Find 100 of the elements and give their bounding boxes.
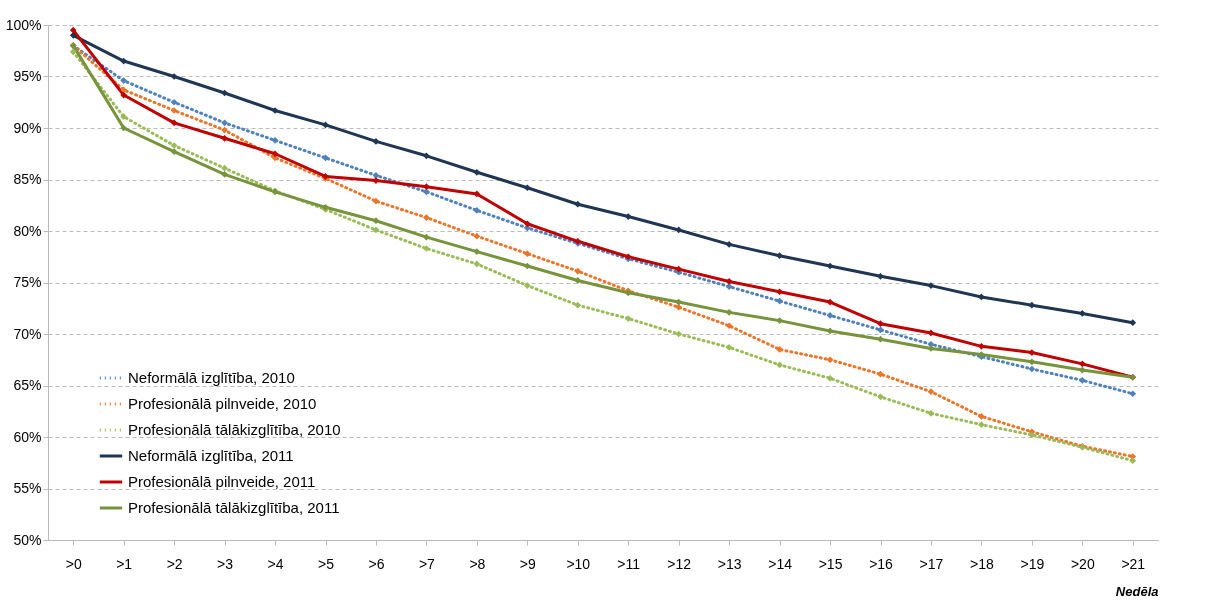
legend-label: Profesionālā pilnveide, 2010: [128, 395, 317, 412]
x-tick-label: >2: [166, 555, 183, 572]
point: [624, 315, 632, 322]
y-tick-label: 70%: [13, 325, 42, 342]
point: [170, 148, 178, 156]
x-tick-label: >12: [667, 555, 692, 572]
point: [120, 113, 128, 121]
legend-label: Profesionālā pilnveide, 2011: [128, 473, 316, 490]
legend-label: Profesionālā tālākizglītība, 2011: [128, 499, 340, 516]
point: [473, 248, 481, 255]
point: [271, 137, 279, 144]
point: [523, 250, 531, 258]
x-tick-label: >6: [368, 555, 385, 572]
point: [372, 217, 380, 225]
x-axis-title: Nedēla: [1115, 583, 1159, 599]
point: [826, 327, 834, 335]
point: [776, 252, 783, 260]
point: [372, 197, 380, 205]
point: [574, 301, 582, 309]
point: [927, 329, 935, 337]
point: [1129, 319, 1137, 327]
point: [372, 138, 380, 145]
point: [1078, 377, 1086, 384]
point: [423, 214, 430, 221]
point: [826, 298, 834, 306]
point: [423, 188, 430, 196]
y-tick-label: 90%: [13, 119, 42, 136]
point: [725, 241, 733, 248]
point: [473, 232, 481, 240]
point: [423, 233, 430, 241]
x-tick-label: >3: [217, 555, 234, 572]
point: [675, 303, 683, 311]
point: [574, 200, 582, 208]
point: [1129, 390, 1137, 398]
y-tick-label: 80%: [13, 222, 42, 239]
point: [675, 226, 683, 234]
point: [877, 393, 884, 401]
point: [725, 322, 733, 330]
y-tick-label: 50%: [13, 531, 42, 548]
point: [675, 330, 683, 338]
point: [372, 226, 380, 234]
point: [776, 361, 783, 369]
point: [523, 184, 531, 192]
point: [877, 370, 884, 378]
point: [725, 344, 733, 351]
x-tick-label: >17: [919, 555, 944, 572]
y-tick-label: 65%: [13, 377, 42, 393]
point: [978, 343, 985, 350]
x-tick-label: >10: [566, 555, 591, 572]
x-tick-label: >9: [519, 555, 537, 572]
legend-label: Neformālā izglītība, 2010: [128, 369, 295, 386]
x-tick-label: >5: [318, 555, 335, 572]
point: [170, 107, 178, 114]
point: [776, 288, 783, 296]
x-tick-label: >11: [617, 555, 641, 572]
point: [927, 409, 935, 417]
x-tick-label: >13: [717, 555, 742, 572]
point: [372, 172, 380, 179]
x-tick-label: >4: [267, 555, 284, 572]
x-tick-label: >14: [768, 555, 793, 572]
point: [1078, 360, 1086, 368]
point: [978, 413, 985, 420]
x-tick-label: >7: [418, 555, 436, 572]
point: [221, 134, 228, 142]
point: [1028, 358, 1036, 366]
point: [725, 278, 733, 285]
point: [473, 207, 481, 214]
point: [877, 320, 884, 328]
legend-label: Profesionālā tālākizglītība, 2010: [128, 421, 341, 438]
point: [826, 374, 834, 382]
point: [423, 245, 430, 252]
x-tick-label: >15: [818, 555, 843, 572]
point: [473, 168, 481, 176]
point: [271, 150, 279, 158]
point: [1078, 310, 1086, 317]
y-tick-label: 60%: [13, 428, 42, 445]
x-tick-label: >8: [469, 555, 486, 572]
point: [927, 388, 935, 396]
point: [776, 317, 783, 324]
point: [927, 345, 935, 352]
x-tick-label: >16: [869, 555, 894, 572]
x-tick-label: >1: [116, 555, 133, 572]
y-tick-label: 75%: [13, 274, 42, 290]
point: [826, 262, 834, 270]
point: [170, 98, 178, 106]
point: [826, 356, 834, 364]
point: [221, 171, 228, 178]
point: [170, 119, 178, 127]
point: [120, 124, 128, 132]
point: [624, 213, 632, 220]
y-tick-label: 55%: [13, 480, 42, 496]
point: [523, 282, 531, 289]
point: [1028, 301, 1036, 309]
point: [776, 346, 783, 353]
point: [978, 293, 985, 301]
y-tick-label: 100%: [5, 16, 42, 33]
point: [221, 164, 228, 172]
point: [120, 57, 128, 65]
point: [1129, 457, 1137, 465]
point: [574, 277, 582, 284]
